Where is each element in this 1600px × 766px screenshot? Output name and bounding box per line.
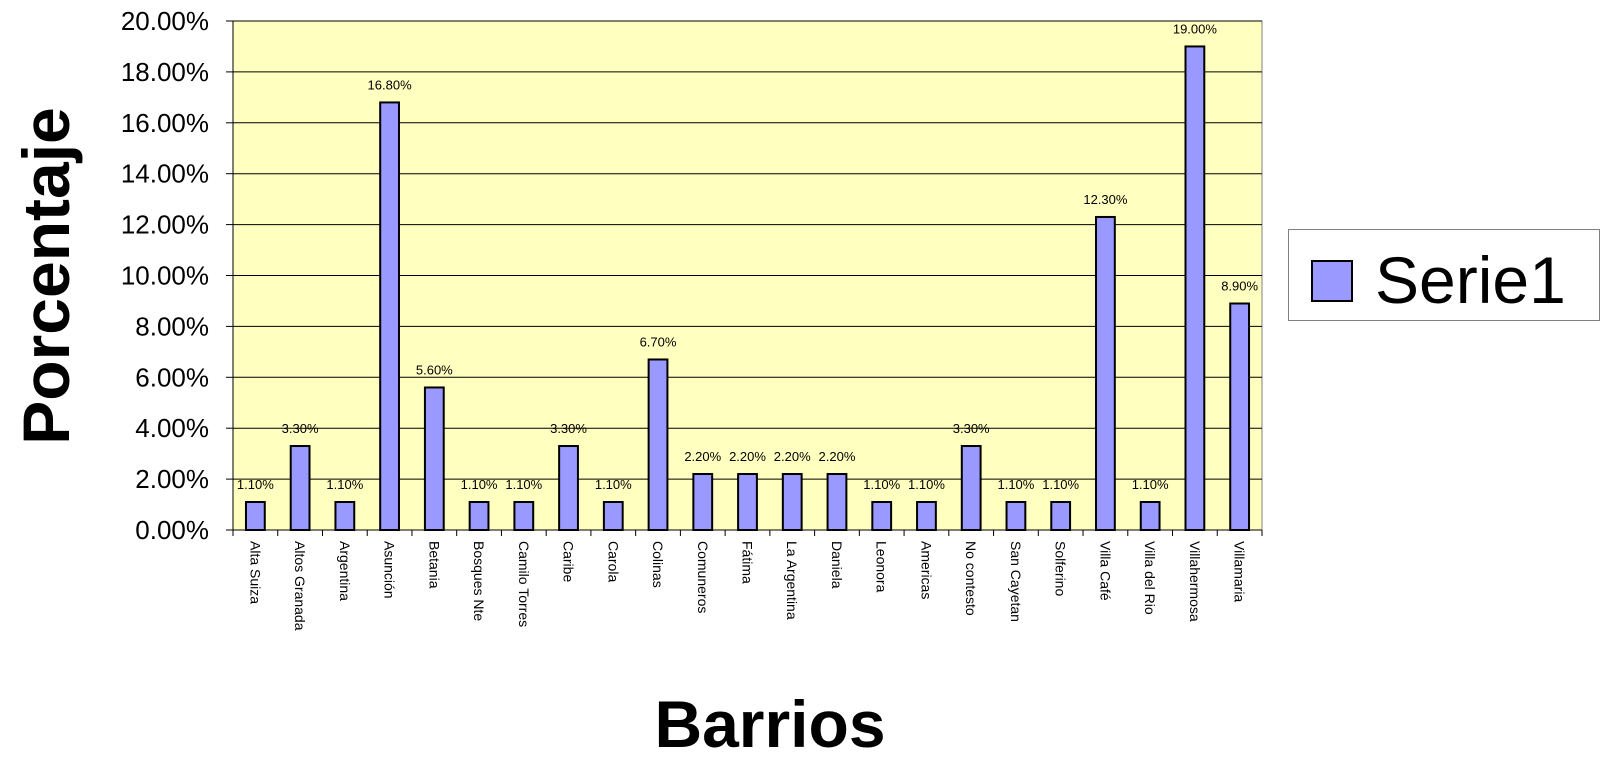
data-label: 8.90% [1221,278,1258,293]
x-tick-label: Comuneros [695,541,711,613]
data-label: 1.10% [326,477,363,492]
x-tick-label: No contesto [963,541,979,616]
x-tick-label: Americas [918,541,934,599]
bar [826,473,848,532]
data-label: 2.20% [819,449,856,464]
bar [379,101,400,531]
bar [602,501,624,532]
bar [1229,302,1251,531]
x-tick-label: Carola [605,541,621,582]
data-labels: 1.10% 3.30% 1.10% 16.80% 5.60% 1.10% 1.10% 3.30… [237,21,1259,492]
axes [226,20,1263,536]
bar [916,501,937,532]
x-tick-label: Leonora [874,541,890,593]
bar [1184,45,1206,531]
data-label: 1.10% [863,477,900,492]
data-label: 1.10% [595,477,632,492]
bar [1050,501,1072,532]
legend-swatch [1311,260,1353,302]
bar [468,501,490,532]
data-label: 5.60% [416,362,453,377]
bar [781,473,803,532]
data-label: 1.10% [1042,477,1079,492]
data-label: 2.20% [774,449,811,464]
bar [244,501,266,532]
x-tick-label: Colinas [650,541,666,588]
data-label: 3.30% [550,421,587,436]
y-tick-label: 18.00% [121,57,209,87]
x-tick-label: Villahermosa [1187,541,1203,622]
x-tick-label: Caribe [561,541,577,582]
legend: Serie1 [1288,229,1600,321]
bar [871,501,893,532]
data-label: 3.30% [953,421,990,436]
x-tick-label: La Argentina [784,541,800,620]
bar [692,473,714,532]
data-label: 1.10% [1132,477,1169,492]
x-tick-label: Bosques Nte [471,541,487,621]
y-tick-label: 20.00% [121,6,209,36]
y-tick-label: 4.00% [135,413,209,443]
x-tick-label: Alta Suiza [247,541,263,604]
y-tick-label: 6.00% [135,362,209,392]
data-label: 19.00% [1173,21,1218,36]
y-tick-label: 10.00% [121,261,209,291]
data-label: 1.10% [237,477,274,492]
bar [1095,215,1116,531]
bar [334,501,356,532]
x-tick-label: Daniela [829,541,845,589]
bar [558,445,579,532]
y-tick-label: 0.00% [135,515,209,545]
y-tick-labels: 0.00% 2.00% 4.00% 6.00% 8.00% 10.00% 12.00% 14.… [121,6,209,545]
data-label: 2.20% [684,449,721,464]
bars [244,45,1251,532]
x-tick-label: San Cayetan [1008,541,1024,622]
data-label: 1.10% [461,477,498,492]
y-tick-label: 12.00% [121,210,209,240]
bar [289,445,311,532]
bar [423,386,445,532]
data-label: 1.10% [908,477,945,492]
x-axis-title: Barrios [654,687,886,761]
bar [960,445,982,532]
x-tick-label: Argentina [337,541,353,601]
data-label: 1.10% [505,477,542,492]
bar [513,501,535,532]
x-tick-labels: Alta Suiza Altos Granada Argentina Asunción… [247,541,1247,631]
data-label: 16.80% [368,77,413,92]
data-label: 2.20% [729,449,766,464]
x-tick-label: Camilo Torres [516,541,532,627]
x-tick-label: Villa Café [1097,541,1113,601]
x-tick-label: Fátima [740,541,756,584]
data-label: 1.10% [997,477,1034,492]
bar [737,473,758,532]
data-label: 12.30% [1083,192,1128,207]
y-tick-label: 8.00% [135,311,209,341]
y-tick-label: 2.00% [135,464,209,494]
bar [1005,501,1027,532]
y-axis-title: Porcentaje [9,107,83,445]
x-tick-label: Betania [426,541,442,589]
x-tick-label: Villa del Rio [1142,541,1158,615]
y-tick-label: 14.00% [121,159,209,189]
bar [647,358,669,531]
data-label: 6.70% [640,334,677,349]
x-tick-label: Solferino [1053,541,1069,596]
x-tick-label: Asunción [382,541,398,599]
bar [1139,501,1161,532]
x-tick-label: Altos Granada [292,541,308,631]
legend-label: Serie1 [1375,243,1566,317]
x-tick-label: Villamaria [1232,541,1248,602]
data-label: 3.30% [282,421,319,436]
y-tick-label: 16.00% [121,108,209,138]
gridlines [233,20,1262,480]
